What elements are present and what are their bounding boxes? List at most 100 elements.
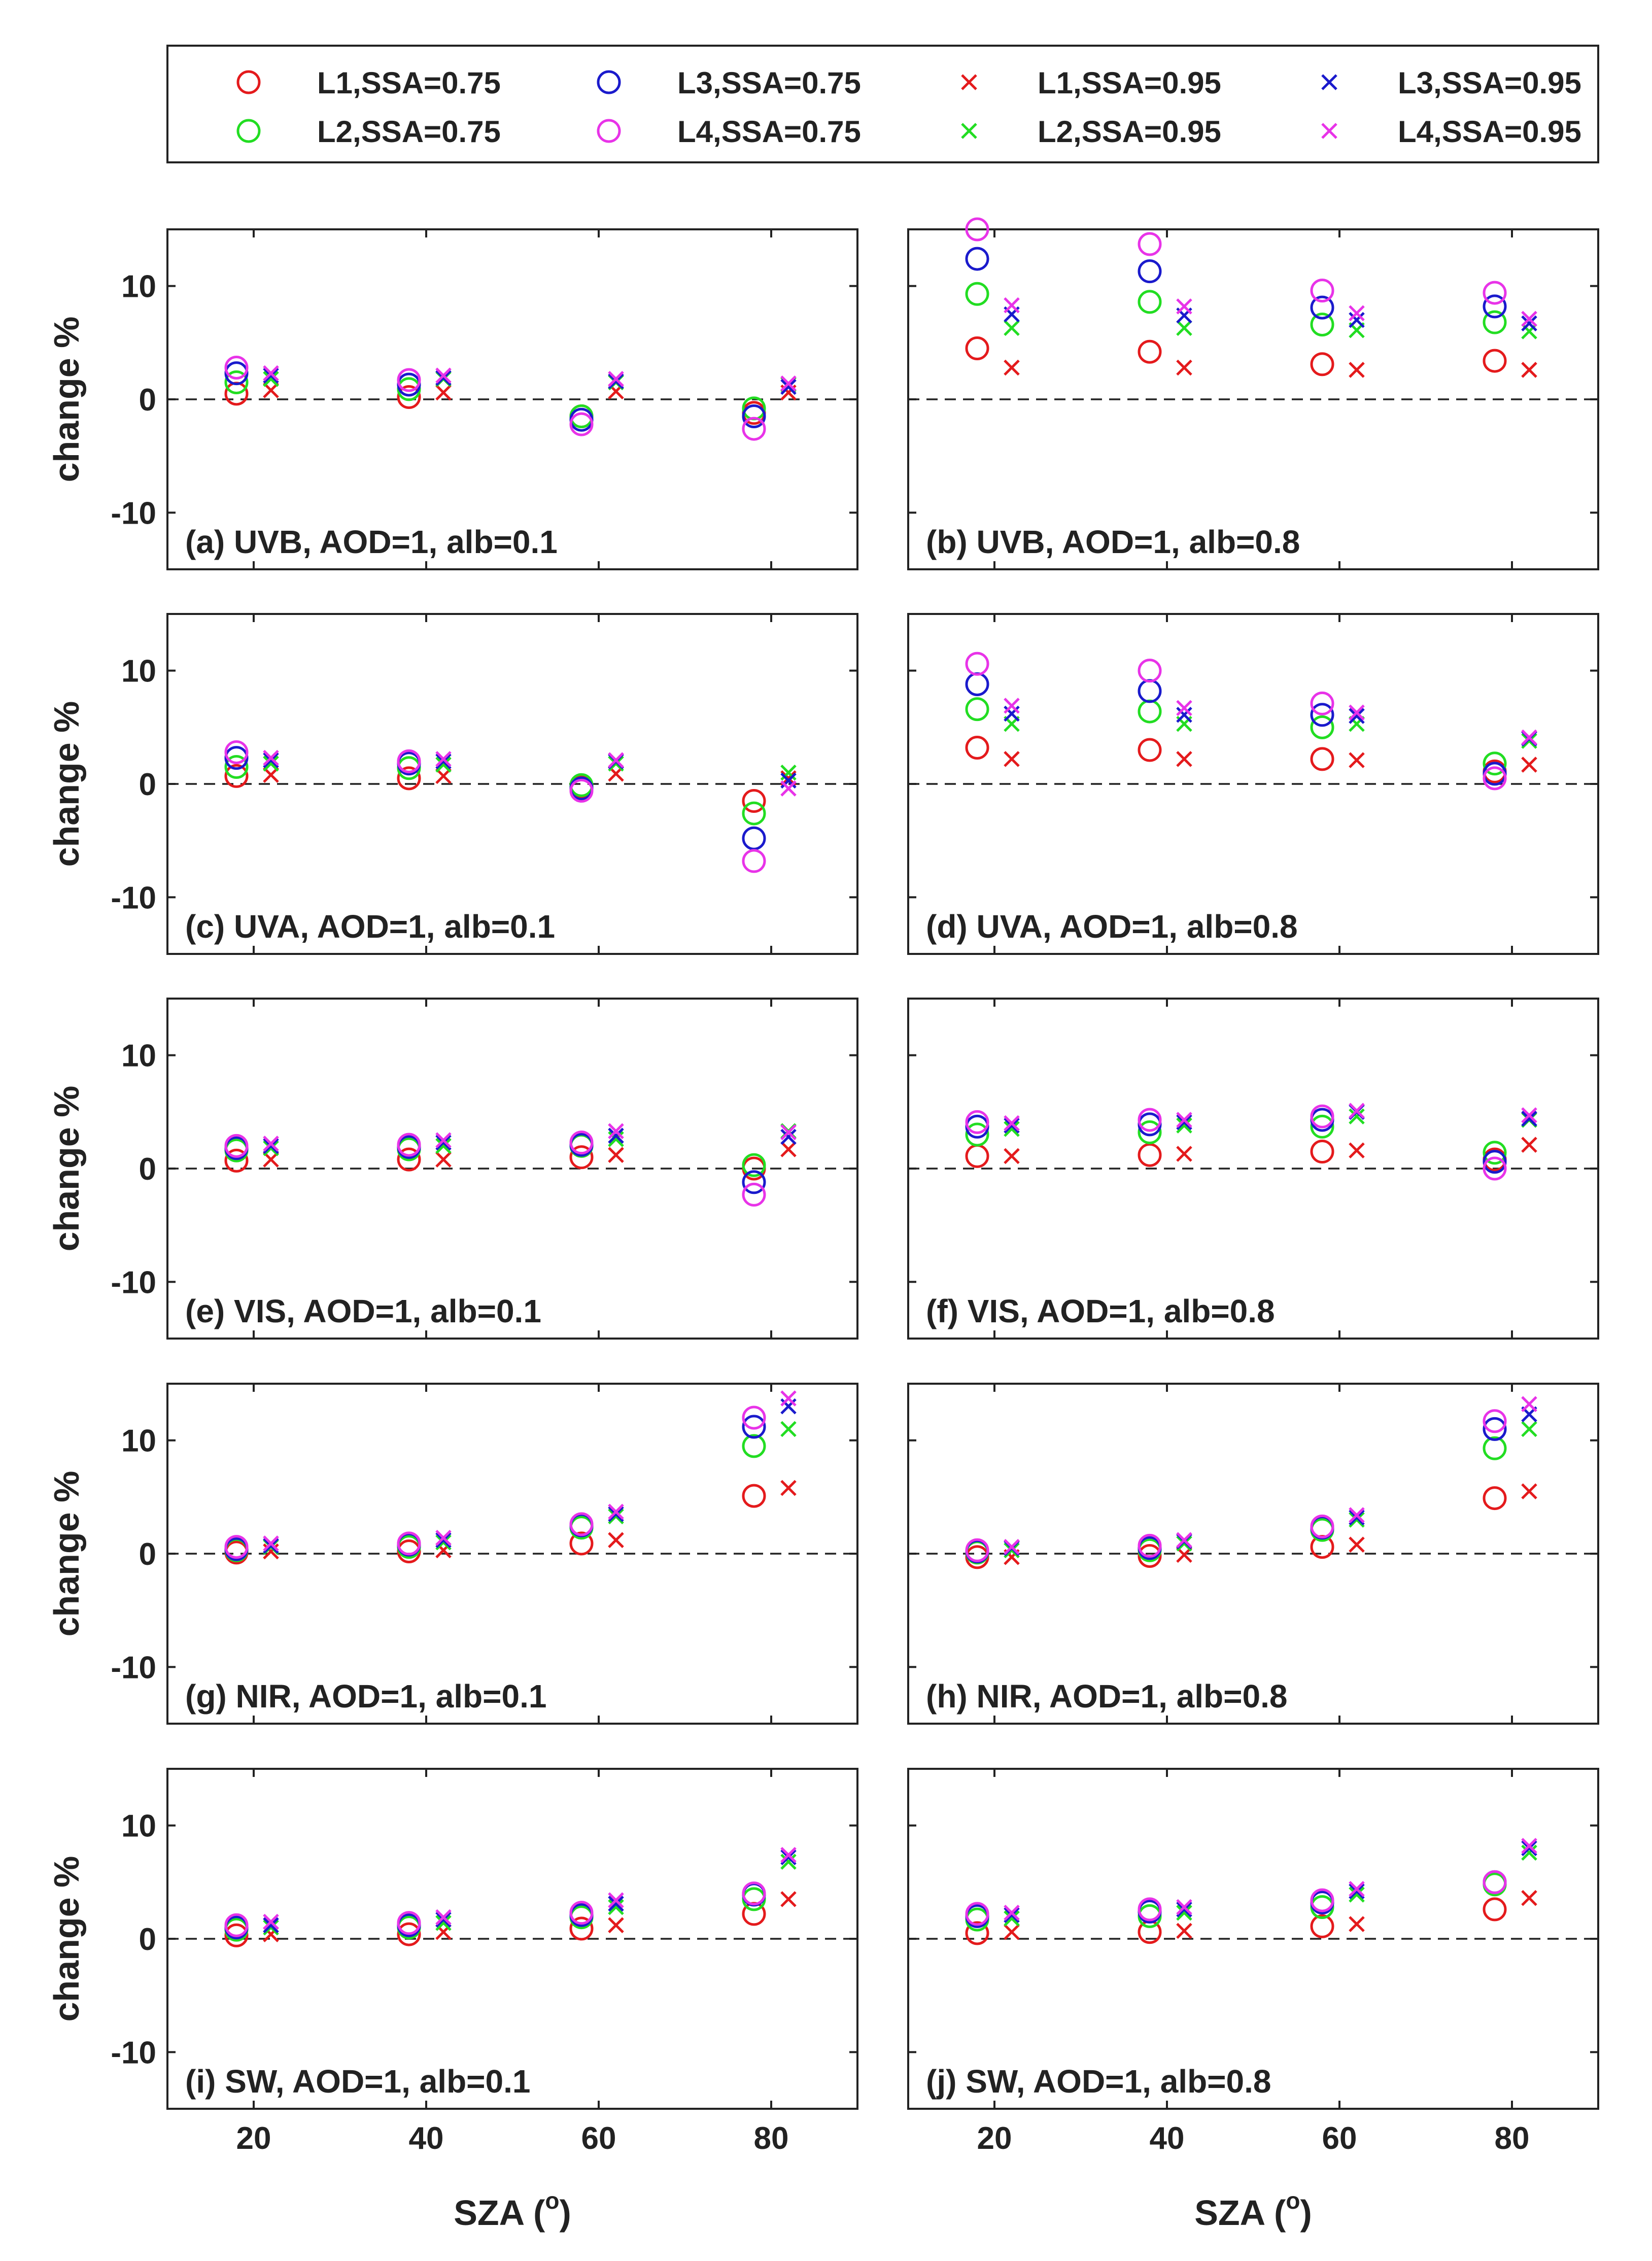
data-point <box>435 757 452 773</box>
panel: (j) SW, AOD=1, alb=0.8 <box>907 1768 1599 2110</box>
x-tick-label: 80 <box>1495 2121 1530 2156</box>
data-point <box>1176 1901 1192 1917</box>
data-point <box>263 365 279 382</box>
data-point <box>224 370 249 394</box>
data-point <box>1349 752 1365 768</box>
data-point <box>1483 1486 1507 1511</box>
data-point <box>1138 1544 1162 1568</box>
data-point <box>397 1133 421 1157</box>
data-point <box>224 1913 249 1937</box>
panel-title: (g) NIR, AOD=1, alb=0.1 <box>185 1678 546 1715</box>
data-point <box>569 1130 594 1155</box>
data-point <box>1138 1897 1162 1922</box>
panel: 10 0 -10 (i) SW, AOD=1, alb=0.1 <box>111 1768 858 2110</box>
data-point <box>965 282 989 306</box>
data-point <box>742 404 766 428</box>
data-point <box>780 1124 797 1141</box>
data-point <box>1349 1887 1365 1903</box>
data-point <box>608 1127 624 1144</box>
data-point <box>608 1506 624 1522</box>
data-point <box>1004 1148 1020 1164</box>
data-point <box>608 1508 624 1525</box>
data-point <box>742 1153 766 1177</box>
data-point <box>1521 362 1537 378</box>
data-point <box>435 768 452 784</box>
data-point <box>780 1128 797 1145</box>
x-axis-label-prefix: SZA ( <box>1194 2193 1286 2233</box>
panel-title: (i) SW, AOD=1, alb=0.1 <box>185 2063 531 2100</box>
y-tick-label: 0 <box>139 1152 156 1187</box>
data-point <box>1310 1914 1334 1938</box>
data-point <box>1349 704 1365 721</box>
data-point <box>1176 359 1192 376</box>
x-axis-label-suffix: ) <box>559 2193 571 2233</box>
data-point <box>1349 1142 1365 1159</box>
legend-marker <box>597 70 621 94</box>
data-point <box>1521 729 1537 746</box>
data-point <box>780 1846 797 1863</box>
legend-label: L2,SSA=0.75 <box>317 115 501 149</box>
data-point <box>224 764 249 788</box>
data-point <box>1004 1117 1020 1134</box>
data-point <box>397 749 421 773</box>
data-point <box>569 778 594 803</box>
data-point <box>224 355 249 380</box>
data-point <box>263 371 279 387</box>
data-point <box>1310 1104 1334 1128</box>
y-axis-label: change % <box>47 1086 86 1252</box>
panel: 10 0 -10 (e) VIS, AOD=1, alb=0.1 <box>111 998 858 1340</box>
data-point <box>742 1406 766 1430</box>
data-point <box>608 1532 624 1548</box>
y-tick-label: 10 <box>121 1424 156 1459</box>
data-point <box>263 756 279 772</box>
data-point <box>1483 1436 1507 1460</box>
panel: (h) NIR, AOD=1, alb=0.8 <box>907 1383 1599 1725</box>
data-point <box>1138 1533 1162 1558</box>
data-point <box>1521 1838 1537 1854</box>
data-point <box>1138 1143 1162 1167</box>
data-point <box>1483 1150 1507 1174</box>
legend: L1,SSA=0.75 L3,SSA=0.75 L1,SSA=0.95 L3,SSA=… <box>166 45 1599 163</box>
data-point <box>1138 339 1162 364</box>
y-tick-label: 0 <box>139 767 156 802</box>
data-point <box>965 336 989 360</box>
axis-labels: change % change % change % change % change %… <box>47 317 1529 2233</box>
data-point <box>263 1136 279 1152</box>
data-point <box>1521 1844 1537 1861</box>
legend-label: L1,SSA=0.75 <box>317 66 501 100</box>
legend-marker <box>961 74 977 90</box>
data-point <box>1138 738 1162 762</box>
panel: 10 0 -10 (a) UVB, AOD=1, alb=0.1 <box>111 228 858 570</box>
data-point <box>569 412 594 436</box>
data-point <box>1176 320 1192 336</box>
data-point <box>1521 1396 1537 1412</box>
data-point <box>569 1916 594 1941</box>
x-axis-label-degree: o <box>1286 2187 1300 2214</box>
data-point <box>435 1138 452 1154</box>
data-point <box>1176 700 1192 716</box>
data-point <box>569 1145 594 1170</box>
data-point <box>1349 1883 1365 1899</box>
data-point <box>1004 751 1020 767</box>
data-point <box>435 753 452 770</box>
data-point <box>1176 1899 1192 1915</box>
data-point <box>263 767 279 783</box>
data-point <box>224 361 249 386</box>
y-tick-label: -10 <box>111 2035 156 2070</box>
data-point <box>742 1182 766 1207</box>
data-point <box>263 367 279 384</box>
data-point <box>435 1909 452 1926</box>
data-point <box>1349 708 1365 724</box>
data-point <box>1176 1547 1192 1563</box>
data-point <box>397 766 421 791</box>
legend-box <box>166 45 1599 163</box>
data-point <box>435 1134 452 1151</box>
legend-label: L1,SSA=0.95 <box>1038 66 1221 100</box>
panels: 10 0 -10 (a) UVB, AOD=1, alb=0.1 (b) UVB, AO… <box>111 217 1599 2110</box>
data-point <box>965 652 989 676</box>
data-point <box>1349 1880 1365 1897</box>
data-point <box>1349 362 1365 378</box>
panel-title: (f) VIS, AOD=1, alb=0.8 <box>926 1293 1275 1329</box>
data-point <box>1176 1117 1192 1134</box>
data-point <box>224 1923 249 1947</box>
